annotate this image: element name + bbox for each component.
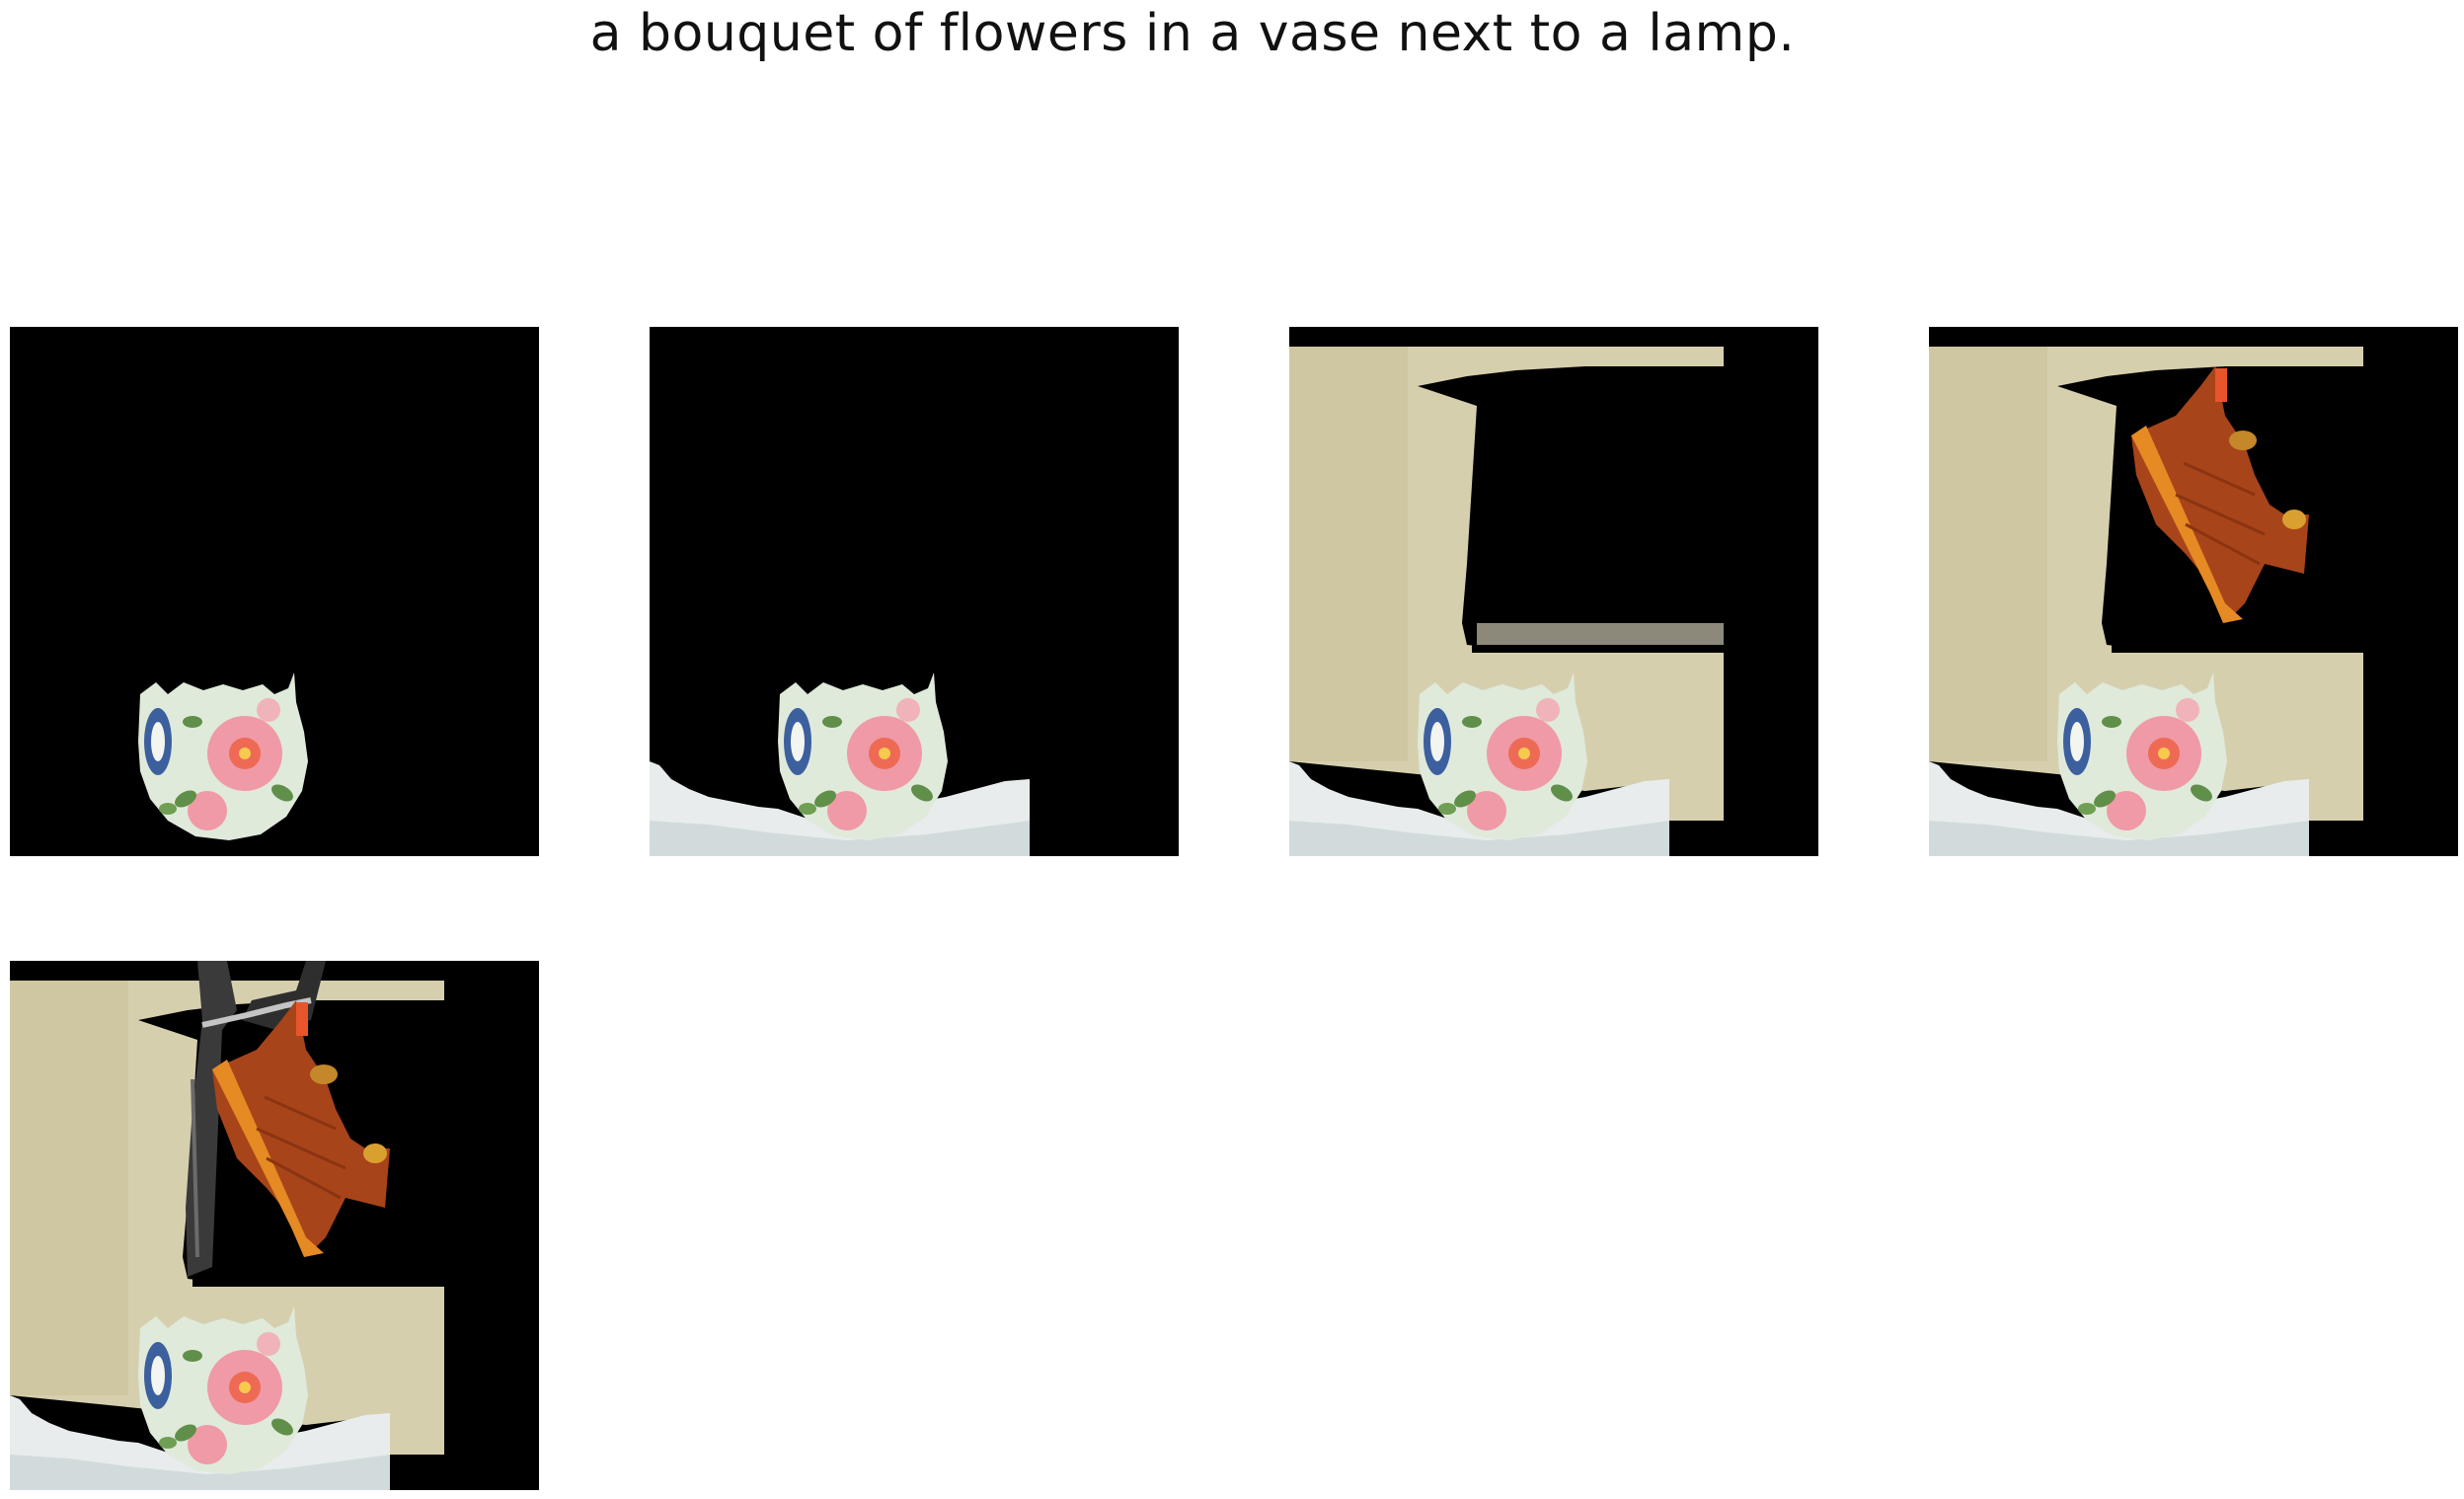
panel-3-image <box>1289 327 1818 856</box>
panel-5-image <box>10 961 539 1490</box>
panel-step-1 <box>10 327 539 856</box>
figure-caption: a bouquet of flowers in a vase next to a… <box>589 4 1796 63</box>
vase-layer <box>1418 672 1587 840</box>
shelf-layer <box>2131 366 2309 623</box>
shelf-layer <box>212 1000 390 1257</box>
panel-step-4 <box>1929 327 2458 856</box>
vase-layer <box>138 1306 308 1474</box>
panel-2-image <box>650 327 1179 856</box>
vase-layer <box>2057 672 2227 840</box>
panel-step-2 <box>650 327 1179 856</box>
panel-step-3 <box>1289 327 1818 856</box>
panel-4-image <box>1929 327 2458 856</box>
vase-layer <box>138 672 308 840</box>
vase-layer <box>778 672 948 840</box>
panel-step-5 <box>10 961 539 1490</box>
panel-1-image <box>10 327 539 856</box>
